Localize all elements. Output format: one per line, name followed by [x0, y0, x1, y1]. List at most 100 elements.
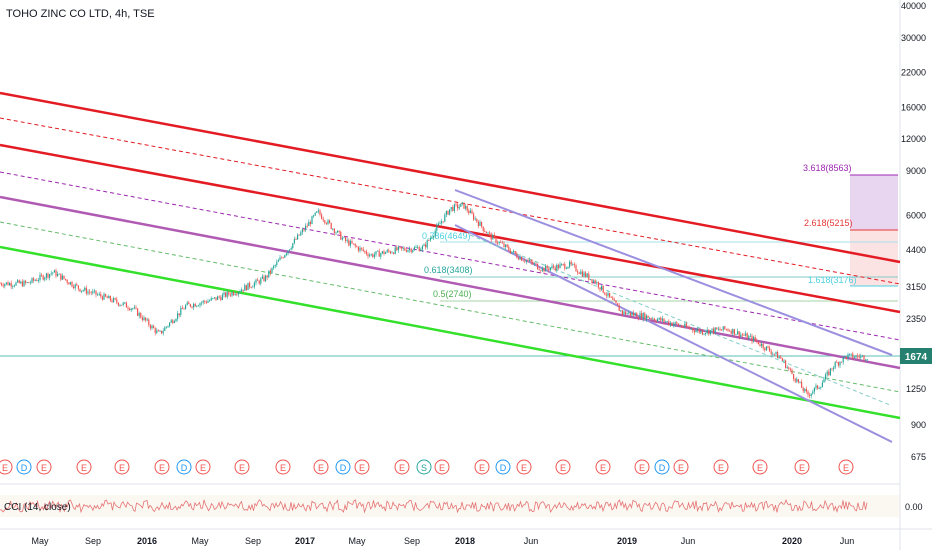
cci-value: 0.00: [905, 502, 923, 512]
candle-body: [553, 265, 555, 268]
candle-body: [469, 210, 471, 214]
event-marker-letter: E: [119, 463, 125, 473]
earnings-marker[interactable]: [595, 459, 611, 475]
earnings-marker[interactable]: [154, 459, 170, 475]
earnings-marker[interactable]: [838, 459, 854, 475]
candle-body: [497, 242, 499, 244]
candle-body: [63, 275, 65, 279]
candle-body: [15, 282, 17, 286]
x-tick-label: May: [191, 536, 209, 546]
candle-body: [149, 325, 151, 329]
candle-body: [343, 237, 345, 239]
candle-body: [183, 308, 185, 310]
earnings-marker[interactable]: [0, 459, 13, 475]
candle-body: [263, 276, 265, 282]
candle-body: [76, 284, 78, 286]
event-marker-letter: S: [421, 463, 427, 473]
candle-body: [759, 344, 761, 346]
y-tick-label: 30000: [901, 33, 926, 43]
dividend-marker[interactable]: [335, 459, 351, 475]
dividend-marker[interactable]: [16, 459, 32, 475]
earnings-marker[interactable]: [516, 459, 532, 475]
price-axis[interactable]: 40000 30000 22000 16000 12000 9000 6000 4400 315…: [901, 1, 926, 462]
candle-body: [311, 216, 313, 225]
earnings-marker[interactable]: [434, 459, 450, 475]
candle-body: [607, 292, 609, 296]
candle-body: [321, 214, 323, 219]
candle-body: [50, 273, 52, 275]
candle-body: [217, 296, 219, 300]
candle-body: [610, 296, 612, 298]
candle-body: [817, 385, 819, 389]
earnings-marker[interactable]: [634, 459, 650, 475]
candle-body: [317, 210, 319, 212]
earnings-marker[interactable]: [394, 459, 410, 475]
candle-body: [853, 357, 855, 359]
earnings-marker[interactable]: [752, 459, 768, 475]
dividend-marker[interactable]: [654, 459, 670, 475]
earnings-marker[interactable]: [36, 459, 52, 475]
time-axis[interactable]: May Sep 2016 May Sep 2017 May Sep 2018 Jun 2019 Jun…: [31, 536, 854, 546]
candle-body: [100, 293, 102, 297]
earnings-marker[interactable]: [354, 459, 370, 475]
candle-body: [802, 387, 804, 392]
candle-body: [145, 317, 147, 321]
candle-body: [743, 334, 745, 336]
candle-body: [740, 334, 742, 337]
x-tick-label: May: [348, 536, 366, 546]
candle-body: [482, 226, 484, 231]
candle-body: [442, 221, 444, 223]
event-marker-letter: E: [718, 463, 724, 473]
candle-body: [370, 254, 372, 256]
earnings-marker[interactable]: [313, 459, 329, 475]
candle-body: [202, 300, 204, 303]
candle-body: [727, 329, 729, 331]
candle-body: [689, 327, 691, 329]
candle-body: [797, 379, 799, 383]
event-marker-letter: D: [659, 463, 666, 473]
candle-body: [554, 267, 556, 271]
event-marker-letter: E: [439, 463, 445, 473]
earnings-marker[interactable]: [555, 459, 571, 475]
chart-title: TOHO ZINC CO LTD, 4h, TSE: [6, 8, 155, 20]
candle-body: [351, 240, 353, 244]
candle-body: [573, 264, 575, 266]
candle-body: [487, 232, 489, 234]
candle-body: [812, 391, 814, 394]
candle-body: [516, 253, 518, 258]
candle-body: [522, 260, 524, 262]
earnings-marker[interactable]: [195, 459, 211, 475]
split-marker[interactable]: [416, 459, 432, 475]
dividend-marker[interactable]: [495, 459, 511, 475]
candle-body: [484, 230, 486, 232]
candle-body: [613, 299, 615, 301]
event-marker-letter: E: [479, 463, 485, 473]
y-tick-label: 6000: [906, 211, 926, 221]
candle-body: [618, 305, 620, 311]
earnings-marker[interactable]: [794, 459, 810, 475]
candle-body: [751, 335, 753, 342]
candle-body: [844, 356, 846, 358]
cci-line: [0, 499, 868, 514]
x-tick-label: 2020: [782, 536, 802, 546]
cci-label: CCI (14, close): [4, 502, 71, 513]
candle-body: [393, 252, 395, 254]
candle-body: [225, 292, 227, 297]
earnings-marker[interactable]: [114, 459, 130, 475]
earnings-marker[interactable]: [76, 459, 92, 475]
earnings-marker[interactable]: [275, 459, 291, 475]
candle-body: [564, 264, 566, 269]
candle-body: [513, 251, 515, 253]
earnings-marker[interactable]: [474, 459, 490, 475]
candle-body: [429, 238, 431, 241]
candle-body: [223, 292, 225, 295]
candle-body: [257, 279, 259, 281]
earnings-marker[interactable]: [673, 459, 689, 475]
dividend-marker[interactable]: [176, 459, 192, 475]
candle-body: [639, 313, 641, 319]
earnings-marker[interactable]: [713, 459, 729, 475]
earnings-marker[interactable]: [234, 459, 250, 475]
